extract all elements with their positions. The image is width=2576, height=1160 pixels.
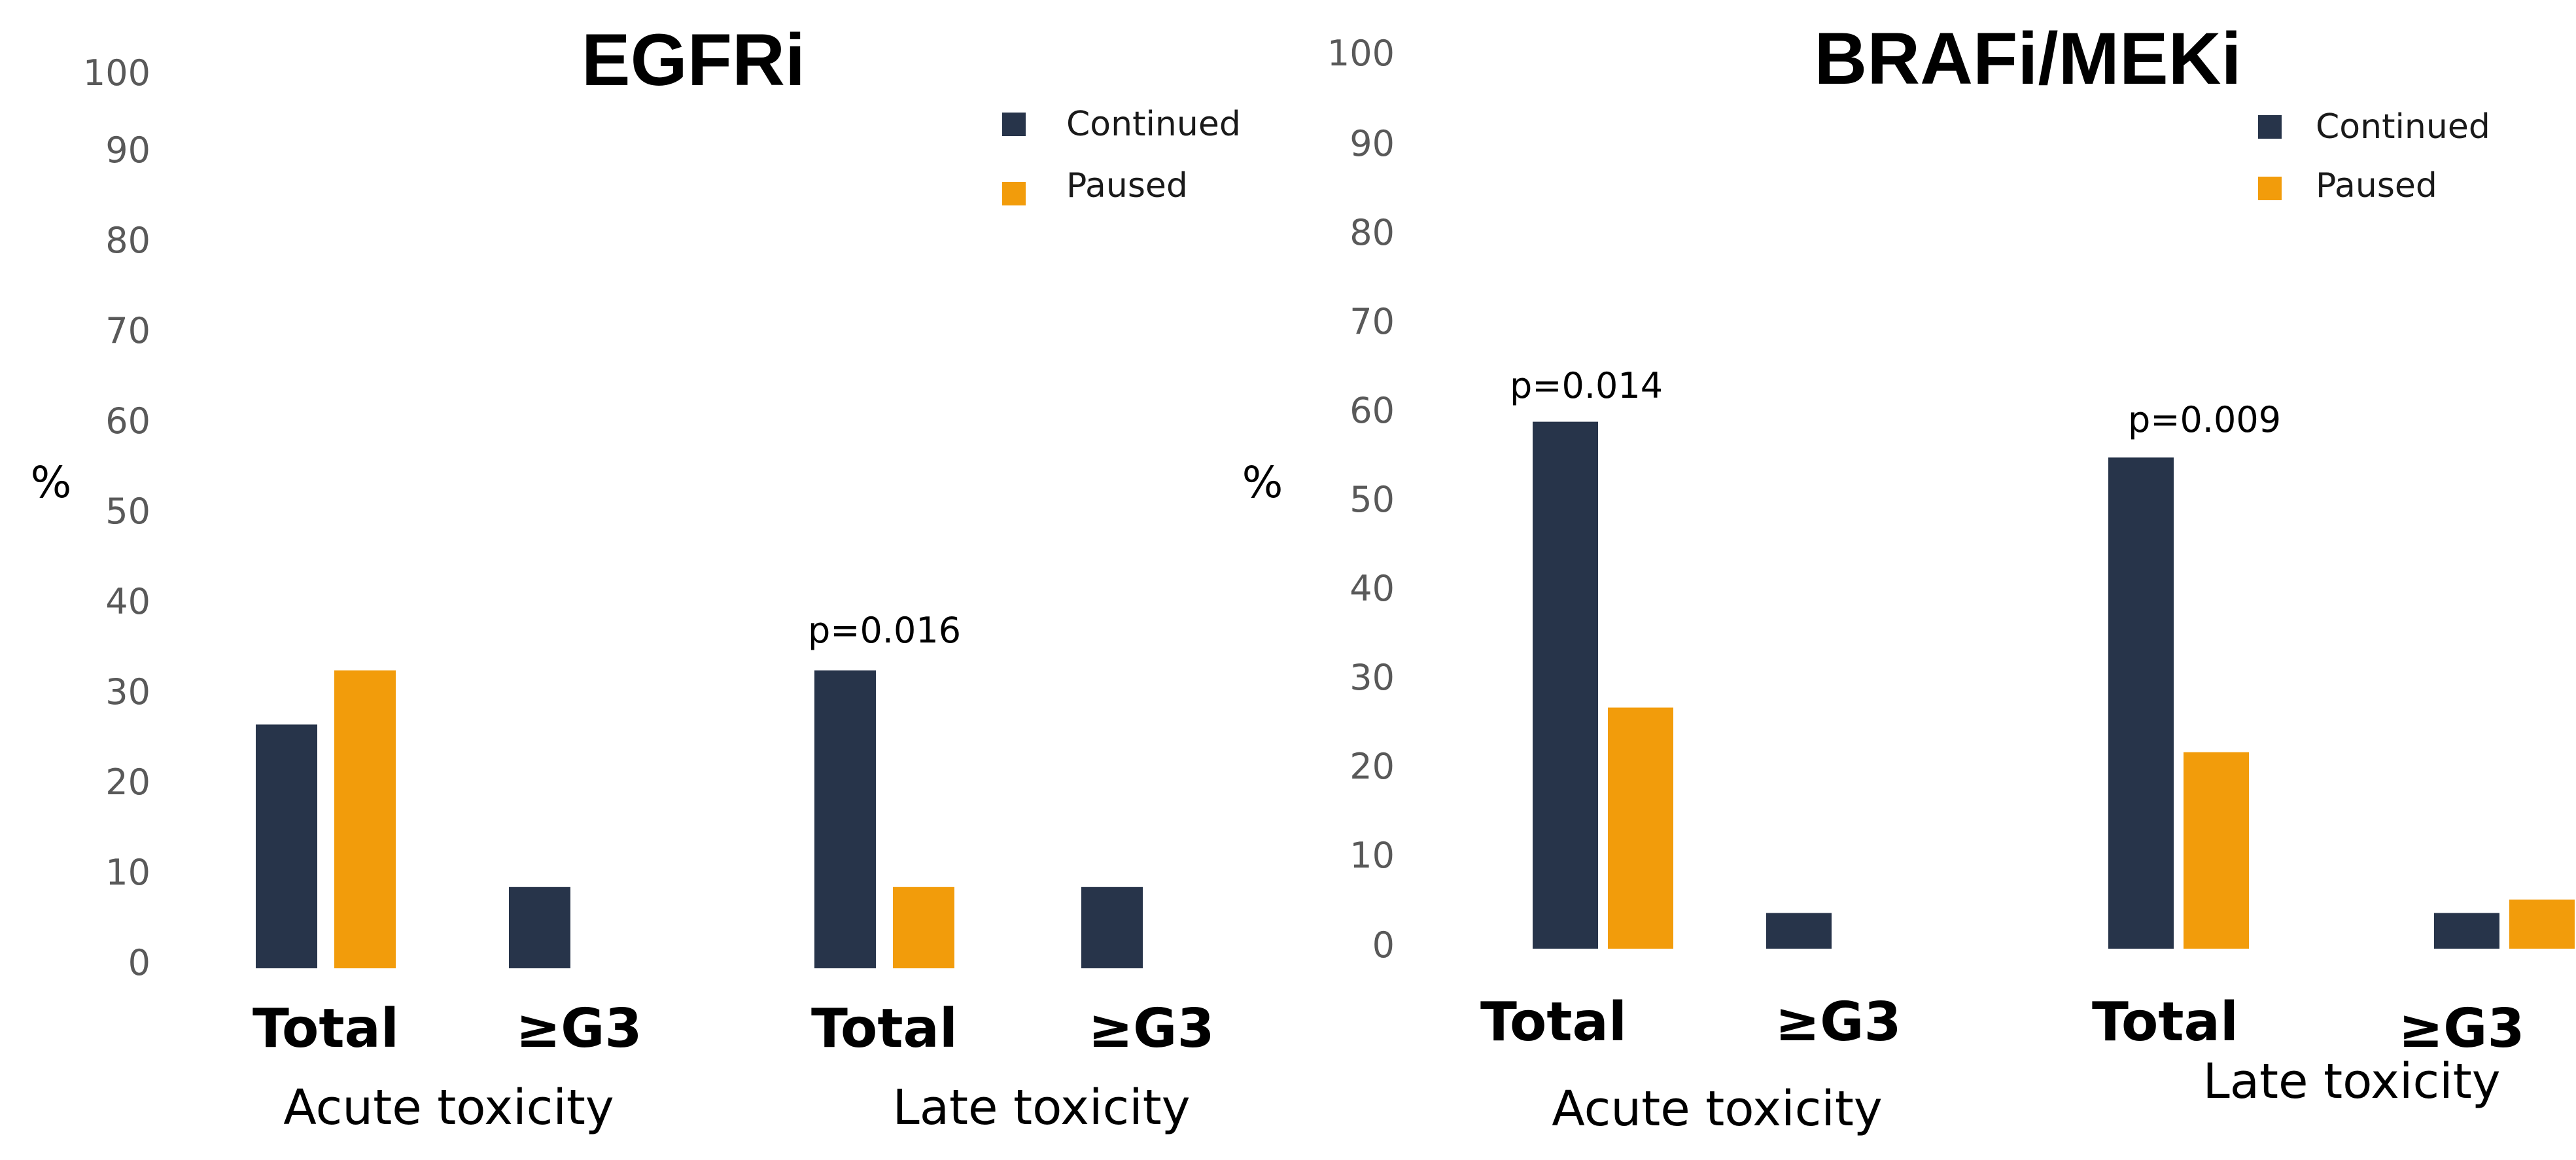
bar-continued-2: [2108, 457, 2174, 949]
bar-paused-2: [893, 887, 954, 968]
chart-title: BRAFi/MEKi: [1814, 18, 2241, 99]
y-tick: 30: [105, 671, 150, 712]
y-tick: 20: [105, 762, 150, 803]
bar-paused-0: [334, 670, 396, 968]
y-tick: 10: [1349, 835, 1395, 876]
group-label: Acute toxicity: [1552, 1081, 1882, 1137]
category-label: ≥G3: [1775, 991, 1901, 1053]
bar-continued-0: [256, 724, 317, 968]
p-value-annotation: p=0.014: [1510, 365, 1663, 406]
group-label: Late toxicity: [892, 1080, 1190, 1136]
y-tick: 60: [105, 400, 150, 442]
y-tick: 50: [1349, 479, 1395, 520]
bar-continued-0: [1533, 421, 1598, 949]
y-axis-ticks: 0 10 20 30 40 50 60 70 80 90 100: [83, 52, 150, 983]
legend: Continued Paused: [1002, 105, 1241, 205]
y-axis-label: %: [1242, 457, 1283, 508]
bar-continued-1: [1766, 913, 1832, 949]
legend-swatch-paused: [1002, 182, 1026, 205]
chart-title: EGFRi: [582, 19, 805, 101]
category-labels: Total ≥G3 Total ≥G3: [1480, 991, 2525, 1060]
brafi-meki-chart: BRAFi/MEKi 0 10 20 30 40 50 60 70 80 90 …: [1242, 18, 2575, 1137]
legend-label-continued: Continued: [1066, 105, 1241, 144]
bar-paused-2: [2184, 752, 2249, 949]
bar-continued-1: [509, 887, 570, 968]
legend-swatch-paused: [2258, 177, 2282, 200]
y-tick: 80: [1349, 212, 1395, 253]
group-label: Late toxicity: [2202, 1053, 2500, 1110]
category-label: Total: [252, 998, 399, 1060]
category-label: ≥G3: [2398, 998, 2524, 1060]
group-labels: Acute toxicity Late toxicity: [1552, 1053, 2500, 1137]
bar-continued-3: [2434, 913, 2499, 949]
y-axis-label: %: [31, 457, 72, 508]
p-value-annotation: p=0.009: [2128, 399, 2281, 440]
bar-paused-0: [1608, 707, 1673, 949]
legend-label-paused: Paused: [1066, 166, 1188, 205]
group-label: Acute toxicity: [283, 1080, 614, 1136]
annotations: p=0.016: [808, 610, 961, 651]
egfri-chart: EGFRi 0 10 20 30 40 50 60 70 80 90 100 %…: [31, 19, 1241, 1136]
category-labels: Total ≥G3 Total ≥G3: [252, 998, 1215, 1060]
y-tick: 70: [1349, 301, 1395, 342]
y-tick: 60: [1349, 390, 1395, 431]
annotations: p=0.014 p=0.009: [1510, 365, 2281, 440]
category-label: Total: [2092, 991, 2238, 1053]
legend: Continued Paused: [2258, 107, 2490, 205]
bars: [1533, 421, 2575, 949]
y-tick: 90: [105, 130, 150, 171]
legend-label-continued: Continued: [2316, 107, 2490, 147]
y-tick: 90: [1349, 123, 1395, 164]
bar-paused-3: [2509, 899, 2575, 949]
category-label: ≥G3: [1088, 998, 1214, 1060]
y-tick: 50: [105, 491, 150, 532]
legend-swatch-continued: [2258, 115, 2282, 139]
y-tick: 40: [1349, 568, 1395, 609]
y-tick: 20: [1349, 746, 1395, 787]
bar-continued-3: [1081, 887, 1143, 968]
bars: [256, 670, 1143, 968]
category-label: Total: [811, 998, 958, 1060]
y-tick: 0: [1372, 924, 1395, 966]
y-tick: 80: [105, 220, 150, 261]
bar-continued-2: [814, 670, 876, 968]
y-tick: 0: [128, 942, 150, 983]
p-value-annotation: p=0.016: [808, 610, 961, 651]
y-axis-ticks: 0 10 20 30 40 50 60 70 80 90 100: [1327, 33, 1395, 966]
legend-label-paused: Paused: [2316, 166, 2437, 205]
category-label: ≥G3: [515, 998, 642, 1060]
group-labels: Acute toxicity Late toxicity: [283, 1080, 1190, 1136]
category-label: Total: [1480, 991, 1627, 1053]
y-tick: 40: [105, 581, 150, 622]
y-tick: 30: [1349, 657, 1395, 698]
y-tick: 70: [105, 310, 150, 351]
y-tick: 100: [83, 52, 150, 94]
y-tick: 10: [105, 852, 150, 893]
legend-swatch-continued: [1002, 113, 1026, 136]
y-tick: 100: [1327, 33, 1395, 74]
